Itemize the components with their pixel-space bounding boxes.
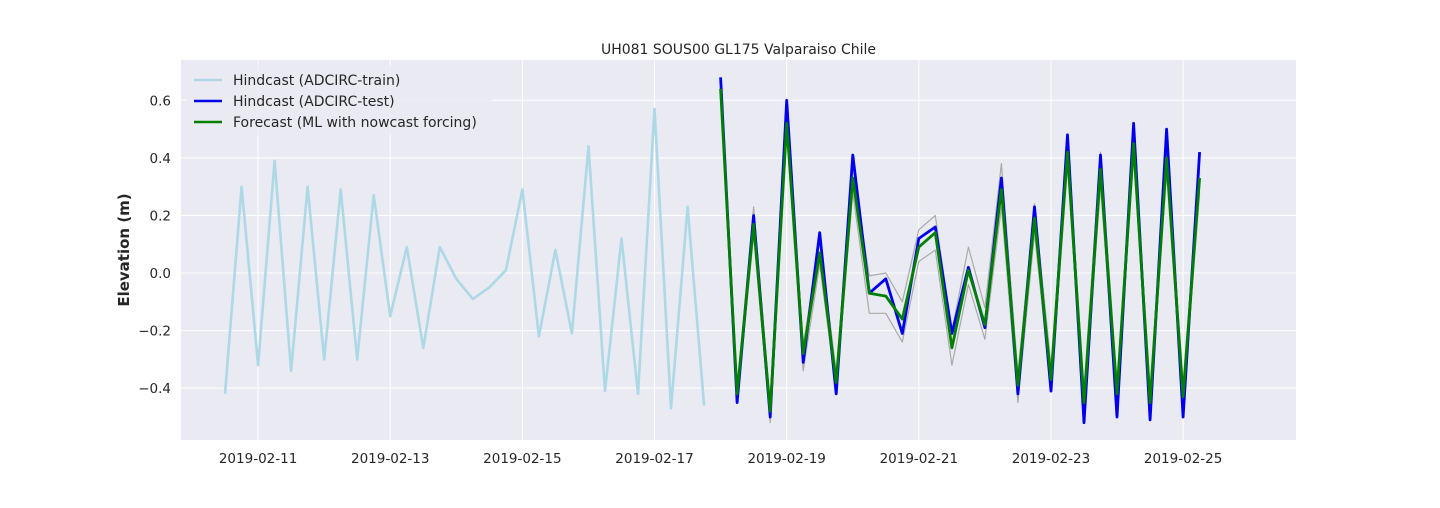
y-tick-label: 0.2 <box>150 208 171 224</box>
x-tick-label: 2019-02-11 <box>219 451 297 467</box>
legend-label-train: Hindcast (ADCIRC-train) <box>233 73 400 89</box>
y-tick-label: 0.4 <box>150 151 171 167</box>
series-line-train <box>223 107 706 410</box>
x-tick-label: 2019-02-19 <box>747 451 825 467</box>
y-tick-label: −0.2 <box>138 324 171 340</box>
x-tick-labels: 2019-02-11 2019-02-13 2019-02-15 2019-02-17… <box>219 451 1223 467</box>
y-tick-label: −0.4 <box>138 381 171 397</box>
y-axis-label: Elevation (m) <box>115 193 133 306</box>
x-tick-label: 2019-02-21 <box>880 451 958 467</box>
x-tick-label: 2019-02-17 <box>615 451 693 467</box>
y-tick-label: 0.6 <box>150 93 171 109</box>
legend: Hindcast (ADCIRC-train) Hindcast (ADCIRC… <box>186 65 492 135</box>
x-tick-label: 2019-02-25 <box>1144 451 1222 467</box>
series-line-forecast <box>719 88 1201 413</box>
chart-title: UH081 SOUS00 GL175 Valparaiso Chile <box>601 42 876 58</box>
legend-box <box>186 65 492 135</box>
y-tick-label: 0.0 <box>150 266 171 282</box>
x-tick-label: 2019-02-13 <box>351 451 429 467</box>
x-tick-label: 2019-02-15 <box>483 451 561 467</box>
y-tick-labels: −0.4 −0.2 0.0 0.2 0.4 0.6 <box>138 93 171 397</box>
series-lines <box>223 77 1201 425</box>
legend-label-forecast: Forecast (ML with nowcast forcing) <box>233 115 477 131</box>
x-tick-label: 2019-02-23 <box>1012 451 1090 467</box>
legend-label-test: Hindcast (ADCIRC-test) <box>233 94 395 110</box>
